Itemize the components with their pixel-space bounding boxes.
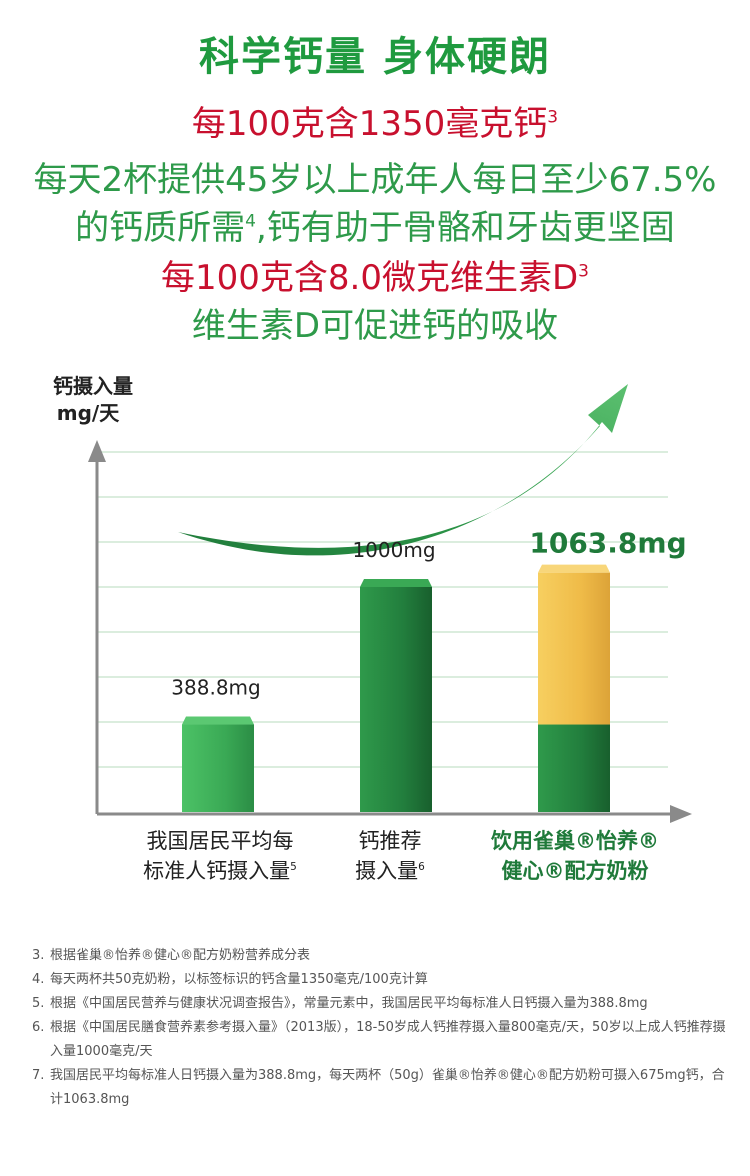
bar-segment-dark (360, 587, 432, 812)
category-label-line1: 钙推荐 (358, 829, 422, 853)
bar-segment-light (182, 724, 254, 812)
x-axis-arrowhead (670, 805, 692, 823)
bar-top-cap (538, 564, 610, 573)
line4-footnote-ref: 3 (578, 261, 589, 282)
footnote-text: 我国居民平均每标准人日钙摄入量为388.8mg，每天两杯（50g）雀巢®怡养®健… (50, 1068, 725, 1107)
bar-value-label: 388.8mg (171, 676, 260, 700)
bar-top-cap (360, 579, 432, 587)
category-footnote-ref: 5 (290, 861, 297, 873)
footnote-text: 根据《中国居民膳食营养素参考摄入量》（2013版），18-50岁成人钙推荐摄入量… (50, 1020, 726, 1059)
line3-text-b: ,钙有助于骨骼和牙齿更坚固 (256, 208, 675, 248)
footnote-number: 3. (32, 948, 45, 963)
category-label-national-average: 我国居民平均每 标准人钙摄入量5 (130, 826, 310, 886)
daily-calcium-line: 每天2杯提供45岁以上成年人每日至少67.5% (33, 160, 717, 200)
footnotes: 3. 根据雀巢®怡养®健心®配方奶粉营养成分表 4. 每天两杯共50克奶粉，以标签标识… (32, 944, 732, 1112)
bar-top-cap (182, 716, 254, 725)
calcium-per-100g-line: 每100克含1350毫克钙3 (0, 96, 750, 145)
footnote-number: 7. (32, 1068, 45, 1083)
category-label-line1: 我国居民平均每 (146, 829, 294, 853)
category-label-line2-text: 标准人钙摄入量 (143, 859, 291, 883)
category-label-line1: 饮用雀巢®怡养® (491, 829, 659, 853)
y-axis-label-line2: mg/天 (57, 401, 120, 425)
bar-value-label: 1063.8mg (529, 527, 686, 560)
bar-value-label: 1000mg (352, 538, 435, 562)
category-label-line2: 摄入量6 (320, 856, 460, 886)
category-label-with-product: 饮用雀巢®怡养® 健心®配方奶粉 (480, 826, 670, 886)
line1-footnote-ref: 3 (547, 107, 559, 128)
footnote-number: 4. (32, 972, 45, 987)
footnote-item: 3. 根据雀巢®怡养®健心®配方奶粉营养成分表 (32, 944, 732, 968)
footnote-number: 6. (32, 1020, 45, 1035)
footnote-item: 6. 根据《中国居民膳食营养素参考摄入量》（2013版），18-50岁成人钙推荐摄… (32, 1016, 732, 1064)
footnote-item: 7. 我国居民平均每标准人日钙摄入量为388.8mg，每天两杯（50g）雀巢®怡养… (32, 1064, 732, 1112)
y-axis-label-line1: 钙摄入量 (53, 374, 133, 398)
bars (182, 564, 610, 812)
category-label-line2: 标准人钙摄入量5 (130, 856, 310, 886)
footnote-number: 5. (32, 996, 45, 1011)
page-title: 科学钙量 身体硬朗 (199, 34, 551, 80)
category-label-line2: 健心®配方奶粉 (501, 859, 649, 883)
calcium-intake-chart: 钙摄入量 mg/天 388.8mg 1000mg 1063.8mg (53, 374, 692, 823)
vitamin-d-benefit-line: 维生素D可促进钙的吸收 (191, 306, 559, 346)
value-labels: 388.8mg 1000mg 1063.8mg (171, 527, 686, 700)
line4-text: 每100克含8.0微克维生素D (161, 258, 579, 298)
footnote-text: 根据《中国居民营养与健康状况调查报告》，常量元素中，我国居民平均每标准人日钙摄入… (50, 996, 648, 1011)
category-label-line2-text: 摄入量 (355, 859, 419, 883)
line1-text: 每100克含1350毫克钙 (191, 104, 548, 144)
footnote-item: 4. 每天两杯共50克奶粉，以标签标识的钙含量1350毫克/100克计算 (32, 968, 732, 992)
footnote-item: 5. 根据《中国居民营养与健康状况调查报告》，常量元素中，我国居民平均每标准人日钙… (32, 992, 732, 1016)
calcium-benefit-line: 的钙质所需4,钙有助于骨骼和牙齿更坚固 (0, 200, 750, 249)
vitamin-d-line: 每100克含8.0微克维生素D3 (0, 250, 750, 299)
footnote-text: 每天两杯共50克奶粉，以标签标识的钙含量1350毫克/100克计算 (50, 972, 428, 987)
bar-segment-dark (538, 724, 610, 812)
bar-segment-yellow (538, 572, 610, 725)
line3-text-a: 的钙质所需 (75, 208, 246, 248)
category-footnote-ref: 6 (418, 861, 425, 873)
line3-footnote-ref: 4 (245, 211, 256, 232)
category-label-recommended: 钙推荐 摄入量6 (320, 826, 460, 886)
footnote-text: 根据雀巢®怡养®健心®配方奶粉营养成分表 (50, 948, 311, 963)
y-axis-arrowhead (88, 440, 106, 462)
